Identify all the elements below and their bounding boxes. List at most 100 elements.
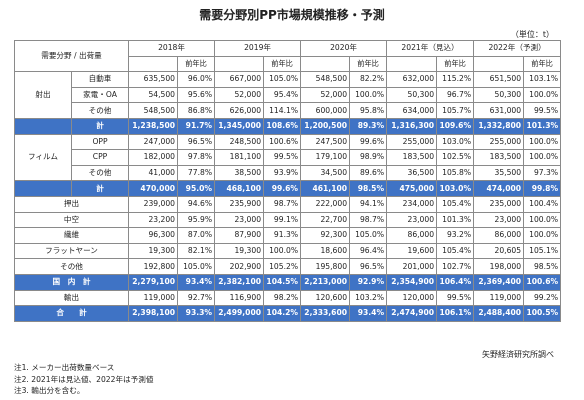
- yoy-cell: 105.8%: [436, 164, 475, 182]
- volume-cell: 1,332,800: [473, 117, 525, 135]
- volume-cell: 18,600: [300, 242, 351, 260]
- yoy-cell: 105.1%: [523, 242, 562, 260]
- yoy-cell: 100.5%: [523, 305, 562, 322]
- yoy-cell: 89.6%: [349, 164, 388, 182]
- row-label: 中空: [13, 211, 130, 229]
- volume-cell: 87,900: [214, 227, 265, 244]
- row-label: 家電・OA: [70, 86, 130, 104]
- yoy-cell: 105.2%: [263, 258, 302, 275]
- table-row: その他 192,800 105.0% 202,900 105.2% 195,800 96.…: [13, 258, 562, 275]
- yoy-cell: 94.1%: [349, 195, 388, 213]
- table-row: 押出 239,000 94.6% 235,900 98.7% 222,000 94.1% 2…: [13, 195, 562, 213]
- yoy-cell: 99.6%: [263, 180, 302, 197]
- yoy-cell: 108.6%: [263, 117, 302, 135]
- volume-cell: 192,800: [128, 258, 179, 275]
- yoy-cell: 93.4%: [349, 305, 388, 322]
- yoy-cell: 95.4%: [263, 86, 302, 104]
- volume-cell: 119,000: [128, 289, 179, 307]
- volume-cell: 2,382,100: [214, 273, 265, 291]
- header-row-years: 需要分野 / 出荷量 2018年 2019年 2020年 2021年（見込） 2…: [13, 39, 562, 73]
- volume-cell: 470,000: [128, 180, 179, 197]
- volume-cell: 667,000: [214, 71, 265, 88]
- yoy-cell: 104.2%: [263, 305, 302, 322]
- volume-cell: 19,600: [386, 242, 438, 260]
- volume-cell: 22,700: [300, 211, 351, 229]
- yoy-cell: 102.5%: [436, 149, 475, 166]
- volume-cell: 248,500: [214, 133, 265, 151]
- yoy-cell: 93.9%: [263, 164, 302, 182]
- yoy-cell: 102.7%: [436, 258, 475, 275]
- volume-cell: 634,000: [386, 102, 438, 119]
- volume-cell: 181,100: [214, 149, 265, 166]
- market-size-table: 需要分野 / 出荷量 2018年 2019年 2020年 2021年（見込） 2…: [13, 39, 562, 322]
- volume-cell: 202,900: [214, 258, 265, 275]
- yoy-cell: 103.2%: [349, 289, 388, 307]
- volume-cell: 239,000: [128, 195, 179, 213]
- yoy-cell: 103.1%: [523, 71, 562, 88]
- yoy-cell: 105.7%: [436, 102, 475, 119]
- yoy-cell: 99.5%: [263, 149, 302, 166]
- table-row: 輸出 119,000 92.7% 116,900 98.2% 120,600 103.2%…: [13, 289, 562, 307]
- volume-cell: 2,474,900: [386, 305, 438, 322]
- volume-cell: 2,499,000: [214, 305, 265, 322]
- volume-cell: 548,500: [300, 71, 351, 88]
- table-row: 射出 自動車 635,500 96.0% 667,000 105.0% 548,500 8…: [14, 71, 562, 119]
- yoy-cell: 98.7%: [263, 195, 302, 213]
- volume-cell: 2,354,900: [386, 273, 438, 291]
- volume-cell: 116,900: [214, 289, 265, 307]
- yoy-cell: 87.0%: [177, 227, 216, 244]
- yoy-cell: 105.0%: [177, 258, 216, 275]
- yoy-cell: 99.6%: [349, 133, 388, 151]
- yoy-cell: 99.1%: [263, 211, 302, 229]
- year-header: 2020年: [300, 40, 388, 57]
- yoy-cell: 95.0%: [177, 180, 216, 197]
- volume-cell: 92,300: [300, 227, 351, 244]
- yoy-cell: 96.7%: [436, 86, 475, 104]
- row-label: 押出: [13, 195, 130, 213]
- yoy-cell: 96.0%: [177, 71, 216, 88]
- yoy-cell: 98.7%: [349, 211, 388, 229]
- yoy-cell: 105.0%: [263, 71, 302, 88]
- table-row: フィルム OPP 247,000 96.5% 248,500 100.6% 247,50…: [14, 133, 562, 182]
- yoy-cell: 100.0%: [523, 227, 562, 244]
- volume-cell: 120,000: [386, 289, 438, 307]
- volume-cell: 222,000: [300, 195, 351, 213]
- yoy-cell: 104.5%: [263, 273, 302, 291]
- yoy-cell: 98.9%: [349, 149, 388, 166]
- table-row-domestic-total: 国 内 計 2,279,100 93.4% 2,382,100 104.5% 2,213…: [13, 273, 562, 291]
- yoy-cell: 115.2%: [436, 71, 475, 88]
- row-label: その他: [70, 164, 130, 182]
- table-row-grand-total: 合 計 2,398,100 93.3% 2,499,000 104.2% 2,333,6…: [13, 305, 562, 322]
- volume-cell: 651,500: [473, 71, 525, 88]
- volume-cell: 235,900: [214, 195, 265, 213]
- yoy-cell: 96.5%: [349, 258, 388, 275]
- yoy-cell: 105.4%: [436, 242, 475, 260]
- volume-cell: 1,345,000: [214, 117, 265, 135]
- field-header: 需要分野 / 出荷量: [13, 39, 130, 73]
- row-label: CPP: [70, 149, 130, 166]
- volume-cell: 36,500: [386, 164, 438, 182]
- yoy-header: 前年比: [349, 55, 388, 73]
- yoy-cell: 100.0%: [349, 86, 388, 104]
- row-label: 計: [70, 117, 130, 135]
- volume-cell: 179,100: [300, 149, 351, 166]
- volume-cell: 600,000: [300, 102, 351, 119]
- yoy-cell: 98.2%: [263, 289, 302, 307]
- volume-cell: 41,000: [128, 164, 179, 182]
- row-label: OPP: [70, 133, 130, 151]
- yoy-cell: 100.0%: [523, 211, 562, 229]
- volume-cell: 2,398,100: [128, 305, 179, 322]
- volume-cell: 201,000: [386, 258, 438, 275]
- volume-cell: 96,300: [128, 227, 179, 244]
- yoy-cell: 96.5%: [177, 133, 216, 151]
- volume-cell: 120,600: [300, 289, 351, 307]
- volume-cell: 475,000: [386, 180, 438, 197]
- volume-cell: 50,300: [386, 86, 438, 104]
- yoy-cell: 93.4%: [177, 273, 216, 291]
- yoy-header: 前年比: [263, 55, 302, 73]
- yoy-cell: 105.4%: [436, 195, 475, 213]
- table-row: フラットヤーン 19,300 82.1% 19,300 100.0% 18,600 96.…: [13, 242, 562, 260]
- table-row: その他 41,000 77.8% 38,500 93.9% 34,500 89.6% 36,…: [15, 164, 562, 182]
- yoy-cell: 99.5%: [436, 289, 475, 307]
- yoy-cell: 109.6%: [436, 117, 475, 135]
